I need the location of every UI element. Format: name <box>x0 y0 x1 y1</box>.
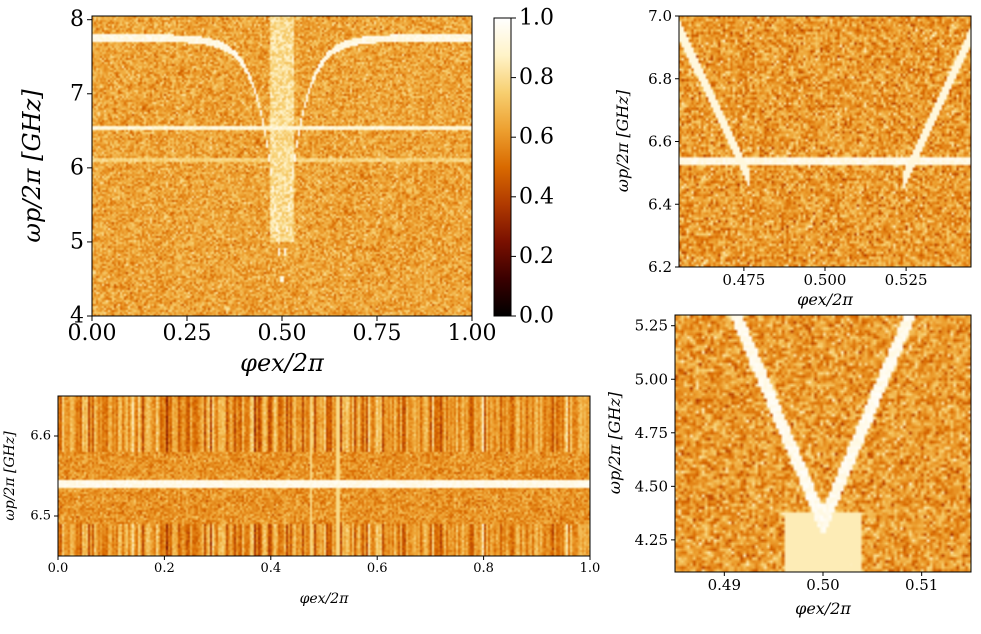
bottom-left-x-axis-label: φex/2π <box>300 591 350 607</box>
bottom-left-y-axis-label: ωp/2π [GHz] <box>2 431 18 521</box>
colorbar-frame <box>493 17 512 317</box>
y-tick-label: 4.50 <box>635 477 668 495</box>
y-tick-label: 6.8 <box>648 70 672 88</box>
x-tick-label: 0.50 <box>258 321 307 346</box>
x-tick-label: 0.525 <box>885 271 928 289</box>
colorbar-tick-label: 1.0 <box>519 6 554 31</box>
x-tick-label: 1.00 <box>448 321 497 346</box>
main-heatmap-ticks: 0.00 0.25 0.50 0.75 1.00 4 5 6 7 8 <box>68 7 497 346</box>
main-x-axis-label: φex/2π <box>240 349 325 377</box>
x-tick-label: 0.49 <box>708 576 741 594</box>
top-right-heatmap-ticks: 0.475 0.500 0.525 6.2 6.4 6.6 6.8 7.0 <box>648 7 927 289</box>
colorbar-tick-label: 0.0 <box>519 304 554 329</box>
y-tick-label: 4.75 <box>635 424 668 442</box>
y-tick-label: 8 <box>70 7 84 32</box>
bottom-left-heatmap-image <box>58 396 590 556</box>
top-right-heatmap-panel: 0.475 0.500 0.525 6.2 6.4 6.6 6.8 7.0 φex/2π ωp… <box>613 7 972 309</box>
x-tick-label: 0.25 <box>163 321 212 346</box>
main-y-axis-label: ωp/2π [GHz] <box>18 89 46 243</box>
x-tick-label: 0.475 <box>722 271 765 289</box>
colorbar-tick-label: 0.6 <box>519 125 554 150</box>
top-right-heatmap-image <box>679 16 971 267</box>
colorbar-tick-label: 0.2 <box>519 244 554 269</box>
colorbar-gradient <box>494 18 511 316</box>
bottom-left-heatmap-ticks: 0.0 0.2 0.4 0.6 0.8 1.0 6.5 6.6 <box>30 429 600 576</box>
bottom-right-heatmap-image <box>675 315 971 572</box>
y-tick-label: 6.4 <box>648 195 672 213</box>
y-tick-label: 7.0 <box>648 7 672 25</box>
y-tick-label: 7 <box>70 81 84 106</box>
y-tick-label: 4.25 <box>635 531 668 549</box>
y-tick-label: 6.6 <box>30 429 51 444</box>
colorbar: 0.0 0.2 0.4 0.6 0.8 1.0 <box>493 6 554 329</box>
main-heatmap-panel: 0.00 0.25 0.50 0.75 1.00 4 5 6 7 8 φex/2π ωp/2π [… <box>18 7 496 377</box>
x-tick-label: 1.0 <box>580 561 601 576</box>
bottom-right-x-axis-label: φex/2π <box>795 599 851 618</box>
x-tick-label: 0.500 <box>804 271 847 289</box>
y-tick-label: 6 <box>70 155 84 180</box>
bottom-left-heatmap-frame <box>57 395 591 557</box>
y-tick-label: 5.00 <box>635 370 668 388</box>
bottom-left-heatmap-panel: 0.0 0.2 0.4 0.6 0.8 1.0 6.5 6.6 φex/2π ωp/2π [G… <box>2 395 600 607</box>
x-tick-label: 0.0 <box>48 561 69 576</box>
x-tick-label: 0.00 <box>68 321 117 346</box>
x-tick-label: 0.51 <box>905 576 938 594</box>
y-tick-label: 4 <box>70 304 84 329</box>
y-tick-label: 5.25 <box>635 317 668 335</box>
x-tick-label: 0.4 <box>260 561 281 576</box>
main-heatmap-image <box>92 16 472 316</box>
top-right-y-axis-label: ωp/2π [GHz] <box>613 89 632 192</box>
y-tick-label: 6.5 <box>30 509 51 524</box>
bottom-right-heatmap-panel: 0.49 0.50 0.514.254.504.755.005.25 φex/2π … <box>605 314 972 618</box>
x-tick-label: 0.75 <box>353 321 402 346</box>
top-right-x-axis-label: φex/2π <box>797 290 853 309</box>
colorbar-ticks: 0.0 0.2 0.4 0.6 0.8 1.0 <box>511 6 554 329</box>
colorbar-tick-label: 0.4 <box>519 184 554 209</box>
y-tick-label: 6.2 <box>648 258 672 276</box>
x-tick-label: 0.8 <box>473 561 494 576</box>
y-tick-label: 5 <box>70 229 84 254</box>
bottom-right-heatmap-ticks: 0.49 0.50 0.51 4.25 4.50 4.75 5.00 5.25 <box>635 317 939 594</box>
y-tick-label: 6.6 <box>648 133 672 151</box>
bottom-right-y-axis-label: ωp/2π [GHz] <box>605 391 624 494</box>
colorbar-tick-label: 0.8 <box>519 65 554 90</box>
x-tick-label: 0.2 <box>154 561 175 576</box>
x-tick-label: 0.6 <box>367 561 388 576</box>
x-tick-label: 0.50 <box>806 576 839 594</box>
